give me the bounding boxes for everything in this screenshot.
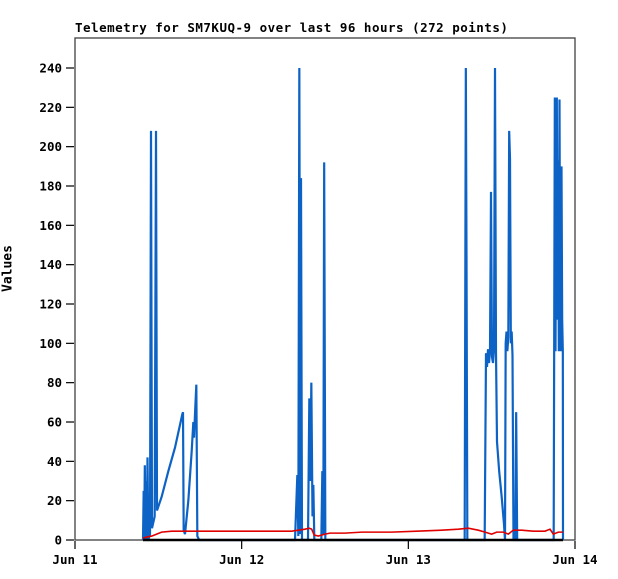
- y-tick-label: 20: [47, 493, 62, 508]
- y-tick-label: 220: [39, 100, 62, 115]
- series-lines: [141, 67, 565, 542]
- x-tick-label: Jun 14: [552, 552, 597, 567]
- y-tick-label: 180: [39, 179, 62, 194]
- y-tick-label: 200: [39, 139, 62, 154]
- y-axis-ticks: 0 20 40 60 80 100 120 140 160 180 200 220 240: [39, 61, 74, 548]
- y-tick-label: 240: [39, 61, 62, 76]
- x-tick-label: Jun 11: [52, 552, 97, 567]
- y-tick-label: 100: [39, 336, 62, 351]
- y-tick-label: 40: [47, 454, 62, 469]
- y-tick-label: 0: [54, 533, 62, 548]
- y-tick-label: 120: [39, 297, 62, 312]
- y-tick-label: 80: [47, 375, 62, 390]
- y-tick-label: 140: [39, 257, 62, 272]
- series-line-channel-blue: [141, 67, 565, 542]
- y-tick-label: 160: [39, 218, 62, 233]
- x-axis-ticks: Jun 11 Jun 12 Jun 13 Jun 14: [52, 541, 598, 567]
- x-tick-label: Jun 12: [219, 552, 264, 567]
- chart-title: Telemetry for SM7KUQ-9 over last 96 hour…: [75, 20, 509, 35]
- y-tick-label: 60: [47, 415, 62, 430]
- x-tick-label: Jun 13: [386, 552, 431, 567]
- series-line-channel-red: [142, 527, 563, 539]
